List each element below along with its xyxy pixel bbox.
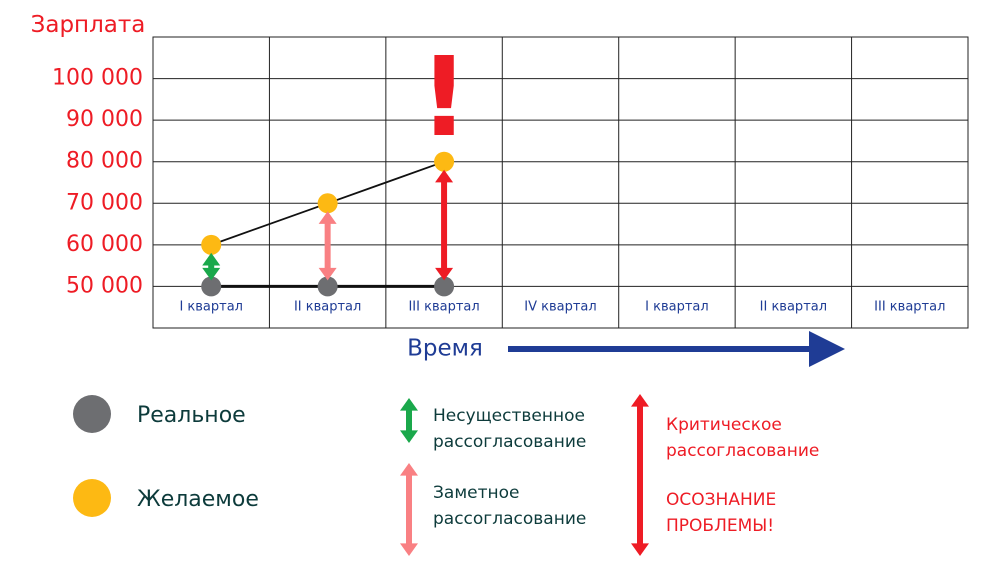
- point: [201, 276, 222, 297]
- legend-label: Реальное: [137, 403, 246, 428]
- legend-label: Несущественное рассогласование: [433, 406, 587, 452]
- gap-arrow: [318, 211, 337, 281]
- legend-label: Заметное рассогласование: [433, 483, 587, 529]
- point: [434, 151, 455, 172]
- note: ОСОЗНАНИЕ ПРОБЛЕМЫ!: [666, 490, 777, 536]
- legend-label: Критическое рассогласование: [666, 415, 820, 461]
- y-axis-title: Зарплата: [31, 12, 146, 38]
- plot-border: [152, 36, 969, 329]
- x-tick-label: II квартал: [294, 300, 361, 315]
- gap-arrow: [202, 252, 221, 281]
- y-tick-label: 70 000: [66, 190, 143, 215]
- point: [317, 276, 338, 297]
- y-tick-label: 100 000: [52, 66, 143, 91]
- y-tick-label: 80 000: [66, 149, 143, 174]
- x-axis-title: Время: [407, 336, 483, 362]
- x-tick-label: II квартал: [760, 300, 827, 315]
- legend-arrow: [400, 463, 418, 556]
- annotation: !: [419, 33, 469, 161]
- y-tick-label: 60 000: [66, 232, 143, 257]
- legend-arrow: [400, 398, 418, 443]
- legend-arrow: [631, 394, 649, 556]
- point: [201, 234, 222, 255]
- y-tick-label: 50 000: [66, 273, 143, 298]
- legend-marker: [73, 479, 111, 517]
- legend-marker: [73, 395, 111, 433]
- point: [317, 193, 338, 214]
- point: [434, 276, 455, 297]
- legend-label: Желаемое: [137, 487, 259, 512]
- x-tick-label: III квартал: [874, 300, 945, 315]
- x-tick-label: I квартал: [645, 300, 709, 315]
- x-tick-label: IV квартал: [524, 300, 596, 315]
- y-tick-label: 90 000: [66, 107, 143, 132]
- x-tick-label: III квартал: [408, 300, 479, 315]
- x-tick-label: I квартал: [179, 300, 243, 315]
- gap-arrow: [435, 169, 454, 281]
